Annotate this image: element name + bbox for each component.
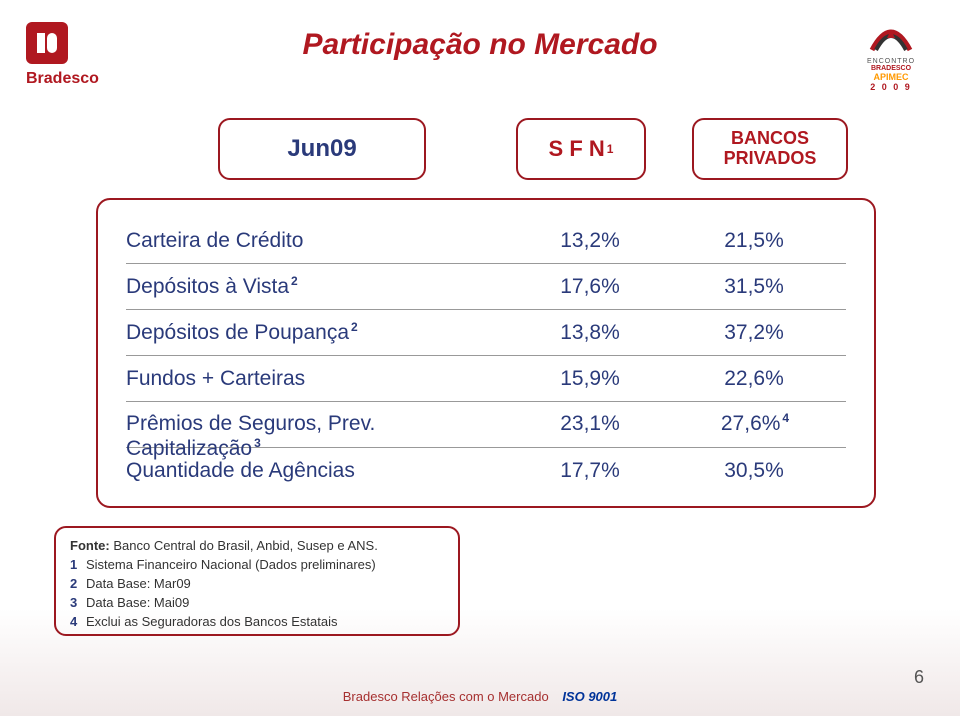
footnote-source: Fonte: Banco Central do Brasil, Anbid, S… <box>70 538 444 553</box>
row-sup: 2 <box>291 274 298 288</box>
row-priv: 21,5% <box>724 229 784 252</box>
table-row: Fundos + Carteiras 15,9% 22,6% <box>126 356 846 402</box>
header-period: Jun09 <box>218 118 426 180</box>
row-priv: 30,5% <box>724 459 784 482</box>
header-sfn: S F N 1 <box>516 118 646 180</box>
row-label: Carteira de Crédito <box>126 229 303 252</box>
header-bancos-l2: PRIVADOS <box>724 149 817 169</box>
header-sfn-sup: 1 <box>607 142 614 156</box>
page-number: 6 <box>914 667 924 688</box>
row-label: Depósitos à Vista <box>126 275 289 298</box>
row-priv: 31,5% <box>724 275 784 298</box>
event-logo: ENCONTRO BRADESCO APIMEC 2 0 0 9 <box>852 20 930 104</box>
footnote-item: 3Data Base: Mai09 <box>70 595 444 610</box>
row-priv-sup: 4 <box>782 411 789 425</box>
row-sup: 2 <box>351 320 358 334</box>
footnote-source-label: Fonte: <box>70 538 110 553</box>
row-label: Depósitos de Poupança <box>126 321 349 344</box>
slide: Bradesco Participação no Mercado ENCONTR… <box>0 0 960 716</box>
column-headers: Jun09 S F N 1 BANCOS PRIVADOS <box>96 118 876 180</box>
event-line3: APIMEC <box>852 72 930 82</box>
row-priv: 22,6% <box>724 367 784 390</box>
row-priv: 27,6% <box>721 412 781 435</box>
footnote-item: 4Exclui as Seguradoras dos Bancos Estata… <box>70 614 444 629</box>
footnote-num: 2 <box>70 576 86 591</box>
row-sfn: 17,7% <box>510 449 670 483</box>
header-bancos-l1: BANCOS <box>731 129 809 149</box>
footnote-num: 4 <box>70 614 86 629</box>
footnote-text: Exclui as Seguradoras dos Bancos Estatai… <box>86 614 337 629</box>
table-row: Depósitos à Vista2 17,6% 31,5% <box>126 264 846 310</box>
table-row: Carteira de Crédito 13,2% 21,5% <box>126 218 846 264</box>
footnote-num: 3 <box>70 595 86 610</box>
footnotes: Fonte: Banco Central do Brasil, Anbid, S… <box>54 526 460 636</box>
row-sfn: 17,6% <box>510 265 670 299</box>
footnote-text: Data Base: Mar09 <box>86 576 191 591</box>
row-sfn: 13,2% <box>510 219 670 253</box>
event-line1: ENCONTRO <box>852 58 930 65</box>
page-title: Participação no Mercado <box>0 28 960 62</box>
footer-text: Bradesco Relações com o Mercado <box>343 689 549 704</box>
footnote-text: Sistema Financeiro Nacional (Dados preli… <box>86 557 376 572</box>
brand-name: Bradesco <box>26 70 126 88</box>
row-label: Quantidade de Agências <box>126 459 355 482</box>
event-line2: BRADESCO <box>852 65 930 72</box>
header-bancos: BANCOS PRIVADOS <box>692 118 848 180</box>
table-row: Prêmios de Seguros, Prev. Capitalização3… <box>126 402 846 448</box>
event-arc-icon <box>868 20 914 56</box>
footnote-item: 1Sistema Financeiro Nacional (Dados prel… <box>70 557 444 572</box>
event-line4: 2 0 0 9 <box>852 82 930 92</box>
footnote-source-text: Banco Central do Brasil, Anbid, Susep e … <box>113 538 378 553</box>
footnote-text: Data Base: Mai09 <box>86 595 189 610</box>
row-sfn: 15,9% <box>510 357 670 391</box>
row-priv: 37,2% <box>724 321 784 344</box>
table-row: Depósitos de Poupança2 13,8% 37,2% <box>126 310 846 356</box>
footer: Bradesco Relações com o Mercado ISO 9001 <box>0 689 960 704</box>
footnote-num: 1 <box>70 557 86 572</box>
iso-badge: ISO 9001 <box>562 689 617 704</box>
iso-text: ISO 9001 <box>562 689 617 704</box>
row-sfn: 23,1% <box>510 402 670 436</box>
table-row: Quantidade de Agências 17,7% 30,5% <box>126 448 846 494</box>
data-table: Carteira de Crédito 13,2% 21,5% Depósito… <box>96 198 876 508</box>
header-sfn-label: S F N <box>549 136 605 162</box>
row-sfn: 13,8% <box>510 311 670 345</box>
footnote-item: 2Data Base: Mar09 <box>70 576 444 591</box>
row-label: Fundos + Carteiras <box>126 367 305 390</box>
